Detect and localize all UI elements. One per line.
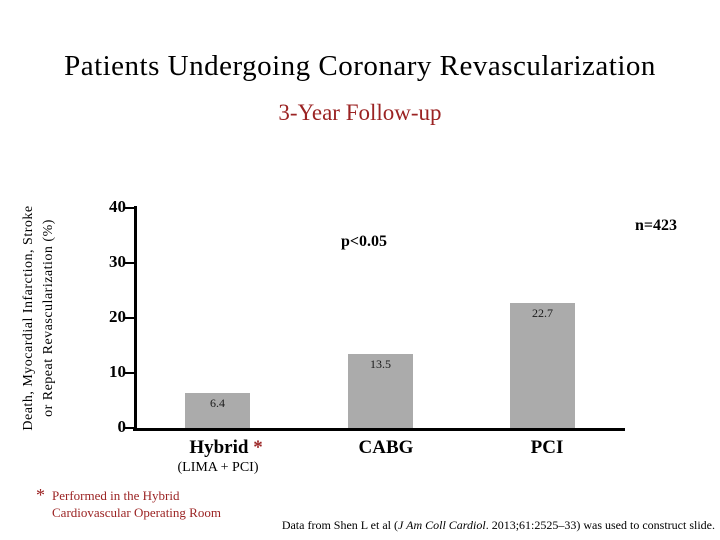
bar-value-label: 22.7 [532, 306, 553, 320]
y-tick-label: 10 [109, 362, 126, 381]
y-tick-mark [125, 372, 135, 374]
footnote: * Performed in the Hybrid Cardiovascular… [36, 485, 221, 521]
hybrid-asterisk-marker: * [253, 437, 263, 458]
category-label-pci: PCI [530, 437, 564, 458]
citation-journal: J Am Coll Cardiol [398, 518, 486, 532]
category-label-hybrid-text: Hybrid [189, 437, 249, 458]
y-tick-mark [125, 317, 135, 319]
y-tick-mark [125, 427, 135, 429]
bar-cabg: 13.5 [348, 354, 413, 428]
category-sublabel-hybrid: (LIMA + PCI) [177, 460, 259, 475]
y-axis-label-line1: Death, Myocardial Infarction, Stroke [21, 205, 36, 431]
citation-prefix: Data from Shen L et al ( [281, 518, 398, 532]
bar-value-label: 13.5 [370, 357, 391, 371]
footnote-line2: Cardiovascular Operating Room [52, 505, 221, 520]
bar-hybrid: 6.4 [185, 393, 250, 428]
y-axis-label: Death, Myocardial Infarction, Stroke or … [19, 188, 61, 448]
slide-subtitle: 3-Year Follow-up [278, 100, 442, 125]
category-label-cabg: CABG [358, 437, 414, 458]
y-axis-line [134, 206, 137, 431]
y-tick-mark [125, 262, 135, 264]
y-tick-label: 30 [109, 252, 126, 271]
x-axis-line [133, 428, 625, 431]
y-tick-label: 20 [109, 307, 126, 326]
y-tick-label: 40 [109, 197, 126, 216]
citation-suffix: . 2013;61:2525–33) was used to construct… [485, 518, 715, 532]
slide-title: Patients Undergoing Coronary Revasculari… [64, 50, 656, 82]
bar-pci: 22.7 [510, 303, 575, 428]
y-axis-label-line2: or Repeat Revascularization (%) [41, 219, 57, 417]
y-tick-label: 0 [117, 417, 127, 436]
category-label-hybrid: Hybrid * [156, 437, 296, 459]
citation: Data from Shen L et al (J Am Coll Cardio… [282, 518, 715, 533]
p-value-annotation: p<0.05 [341, 233, 388, 250]
sample-size-annotation: n=423 [634, 217, 677, 234]
plot-area: 6.4 13.5 22.7 [137, 208, 625, 428]
footnote-text: Performed in the Hybrid Cardiovascular O… [52, 487, 221, 521]
footnote-line1: Performed in the Hybrid [52, 488, 180, 503]
bar-value-label: 6.4 [210, 396, 225, 410]
y-tick-mark [125, 207, 135, 209]
footnote-asterisk-marker: * [36, 485, 45, 505]
